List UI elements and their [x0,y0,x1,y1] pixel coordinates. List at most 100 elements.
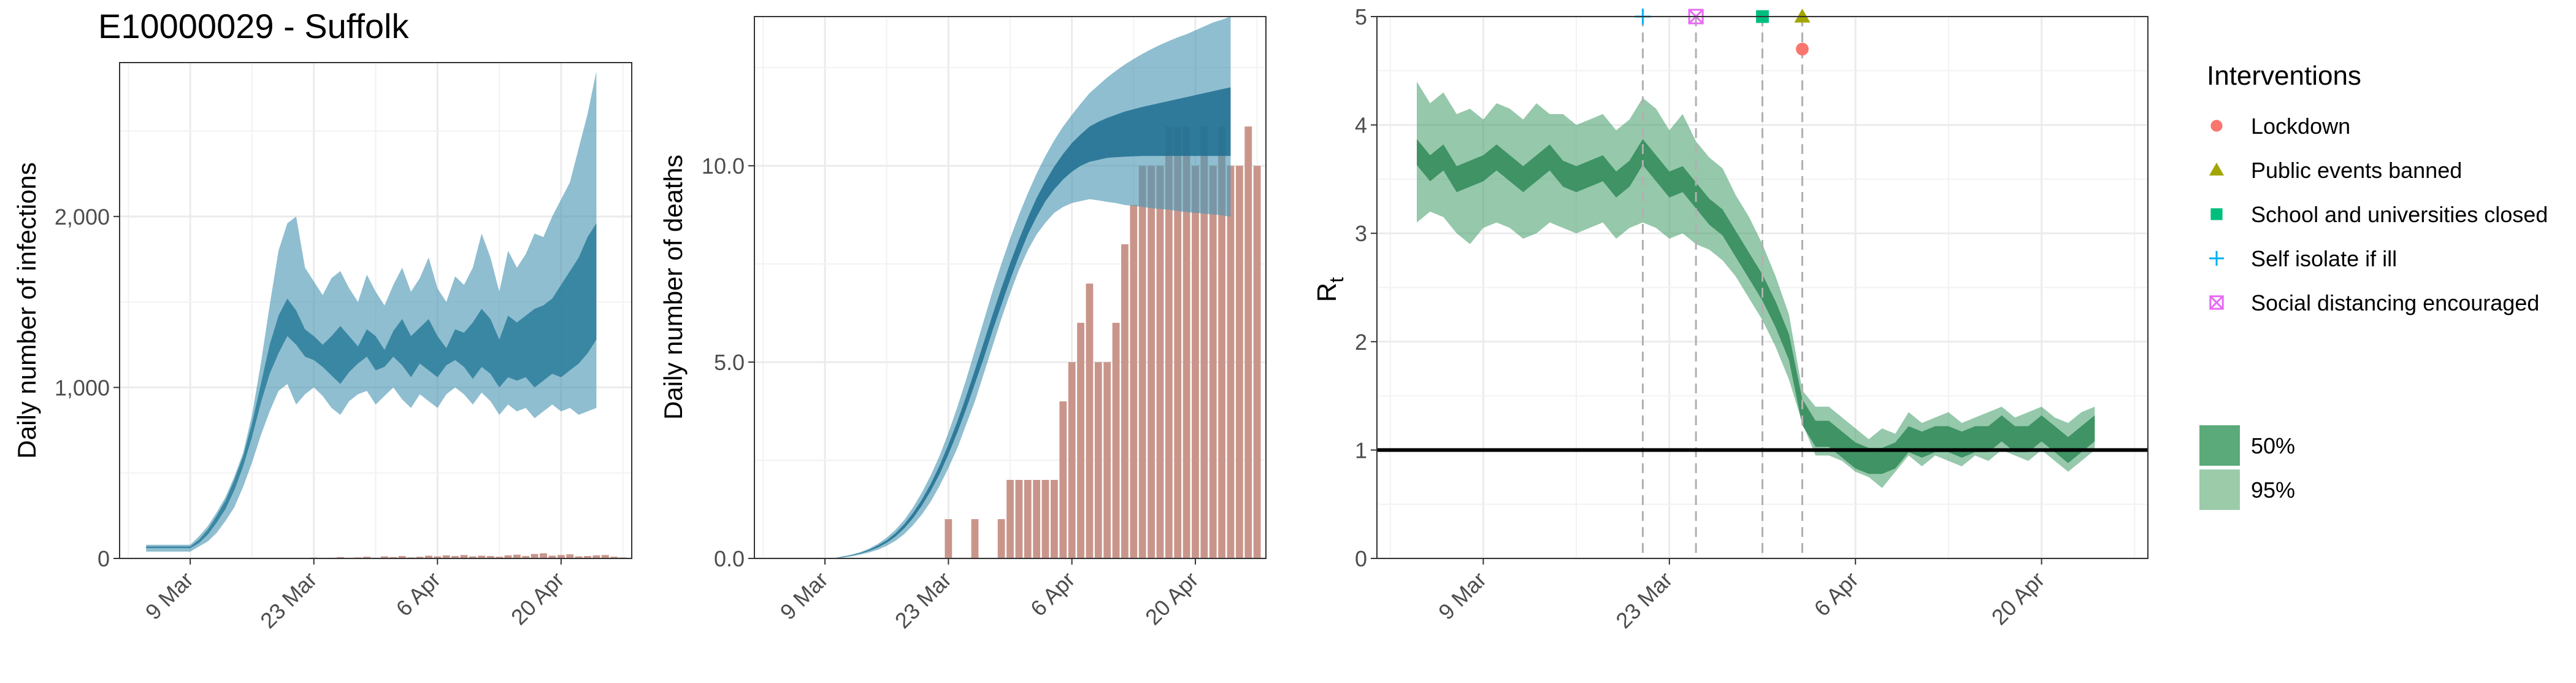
infections-observed-bar [398,556,406,558]
legend-interval-swatch [2199,425,2240,466]
rt-y-tick-label: 5 [1355,4,1367,29]
deaths-observed-bars [945,126,1261,559]
legend-marker-triangle [2209,163,2224,176]
infections-95-band [146,71,597,552]
infections-observed-bar [601,555,609,558]
infections-observed-bar [434,556,442,558]
deaths-observed-bar [1094,362,1102,558]
rt-panel-border [1376,16,2149,559]
legend-interventions-title: Interventions [2207,61,2361,91]
deaths-x-tick-label: 20 Apr [1140,567,1203,630]
deaths-observed-bar [1006,480,1014,558]
infections-observed-bar [337,557,344,558]
deaths-observed-bar [1112,323,1120,558]
infections-95-interval [146,71,597,552]
infections-x-tick-label: 6 Apr [391,567,445,621]
deaths-observed-bar [1148,166,1155,559]
deaths-observed-bar [1183,126,1190,558]
infections-observed-bar [469,556,477,558]
legend-item-label: Lockdown [2251,114,2350,139]
deaths-observed-bar [1227,166,1235,559]
deaths-observed-bar [945,519,953,558]
deaths-observed-bar [1209,166,1217,559]
infections-observed-bar [531,554,539,558]
infections-y-tick-label: 2,000 [55,204,110,230]
deaths-y-tick-label: 10.0 [702,153,745,179]
legend-interval-label: 95% [2251,477,2295,503]
rt-y-axis-title-text: Rt [1312,277,1347,303]
deaths-x-tick-label: 23 Mar [890,567,956,633]
rt-y-tick-label: 1 [1355,438,1367,463]
infections-observed-bar [416,557,424,558]
infections-observed-bar [496,557,503,558]
infections-y-axis-title: Daily number of infections [12,162,41,458]
infections-x-axis: 9 Mar 23 Mar 6 Apr 20 Apr [140,558,569,633]
legend-item-label: Self isolate if ill [2251,246,2397,271]
deaths-observed-bar [1244,126,1252,558]
deaths-observed-bar [1253,166,1261,559]
legend-marker-square [2210,208,2223,220]
rt-y-tick-label: 0 [1355,546,1367,571]
deaths-observed-bar [1174,126,1182,558]
rt-50-band [1417,139,2095,474]
deaths-observed-bar [1015,480,1023,558]
rt-y-tick-label: 4 [1355,113,1367,138]
infections-observed-bar [592,555,600,558]
deaths-y-axis-title: Daily number of deaths [659,155,688,420]
infections-observed-bar [504,555,512,558]
infections-panel: 0 1,000 2,000 9 Mar 23 Mar 6 Apr 20 Apr Daily… [12,62,632,633]
infections-observed-bar [478,555,486,558]
infections-observed-bar [575,556,583,558]
deaths-y-tick-label: 5.0 [714,350,745,375]
legend-item-label: Social distancing encouraged [2251,290,2539,315]
rt-x-tick-label: 9 Mar [1433,567,1491,625]
infections-observed-bar [424,555,432,558]
deaths-observed-bar [971,519,979,558]
legend-item-label: School and universities closed [2251,202,2548,227]
infections-observed-bar [513,554,521,558]
rt-x-tick-label: 23 Mar [1611,567,1677,633]
deaths-50-band [781,87,1231,558]
rt-y-tick-label: 3 [1355,221,1367,246]
infections-panel-border [119,62,632,559]
infections-observed-bar [610,557,618,558]
rt-50-interval [1417,139,2095,474]
rt-y-axis: 0 1 2 3 4 5 [1355,4,1377,571]
infections-x-tick-label: 20 Apr [506,567,569,630]
infections-observed-bar [522,556,530,558]
deaths-observed-bar [1033,480,1041,558]
deaths-observed-bar [1051,480,1058,558]
figure-title: E10000029 - Suffolk [98,7,409,45]
infections-observed-bar [451,556,459,558]
deaths-x-axis: 9 Mar 23 Mar 6 Apr 20 Apr [775,558,1203,633]
legend-marker-circle [2210,120,2223,132]
deaths-observed-bar [1041,480,1049,558]
infections-observed-bar [548,555,556,558]
infections-observed-bar [460,555,468,558]
deaths-observed-bar [1200,126,1208,558]
deaths-observed-bar [997,519,1005,558]
infections-y-axis: 0 1,000 2,000 [55,204,120,571]
rt-x-axis: 9 Mar 23 Mar 6 Apr 20 Apr [1433,558,2049,633]
deaths-observed-bar [1138,166,1146,559]
deaths-x-tick-label: 6 Apr [1025,567,1079,621]
infections-observed-bar [363,557,371,558]
deaths-observed-bar [1130,205,1138,558]
infections-observed-bar [584,556,591,558]
deaths-observed-bar [1218,126,1225,558]
infections-observed-bar [557,555,565,558]
legend-interval-swatch [2199,469,2240,510]
deaths-panel: 0.0 5.0 10.0 9 Mar 23 Mar 6 Apr 20 Apr Daily … [659,16,1267,633]
legend-marker-xbox [2209,295,2224,310]
deaths-observed-bar [1165,126,1173,558]
rt-x-tick-label: 20 Apr [1987,567,2050,630]
rt-panel: 0 1 2 3 4 5 9 Mar 23 Mar 6 Apr 20 Apr Rt [1312,4,2149,633]
legend-interval-label: 50% [2251,433,2295,458]
infections-observed-bar [380,556,388,558]
deaths-x-tick-label: 9 Mar [775,567,833,625]
deaths-observed-bar [1235,166,1243,559]
deaths-y-axis: 0.0 5.0 10.0 [702,153,754,571]
infections-observed-bar [389,557,397,558]
deaths-observed-bar [1086,284,1094,558]
